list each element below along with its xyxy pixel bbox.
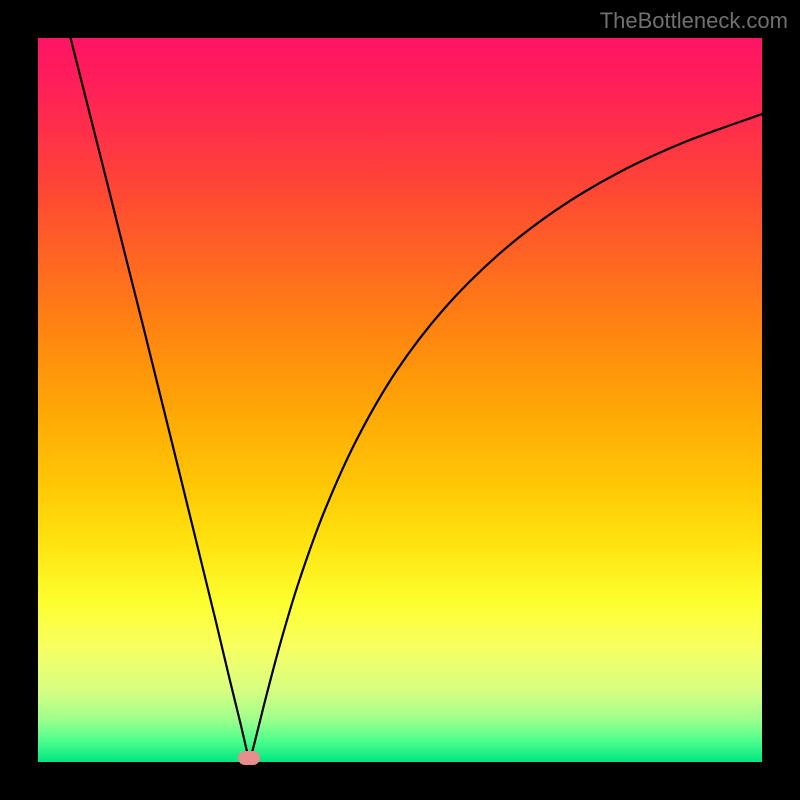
plot-area — [38, 38, 762, 762]
chart-container: TheBottleneck.com — [0, 0, 800, 800]
gradient-background — [38, 38, 762, 762]
watermark-text: TheBottleneck.com — [600, 8, 788, 34]
minimum-marker — [238, 751, 260, 765]
